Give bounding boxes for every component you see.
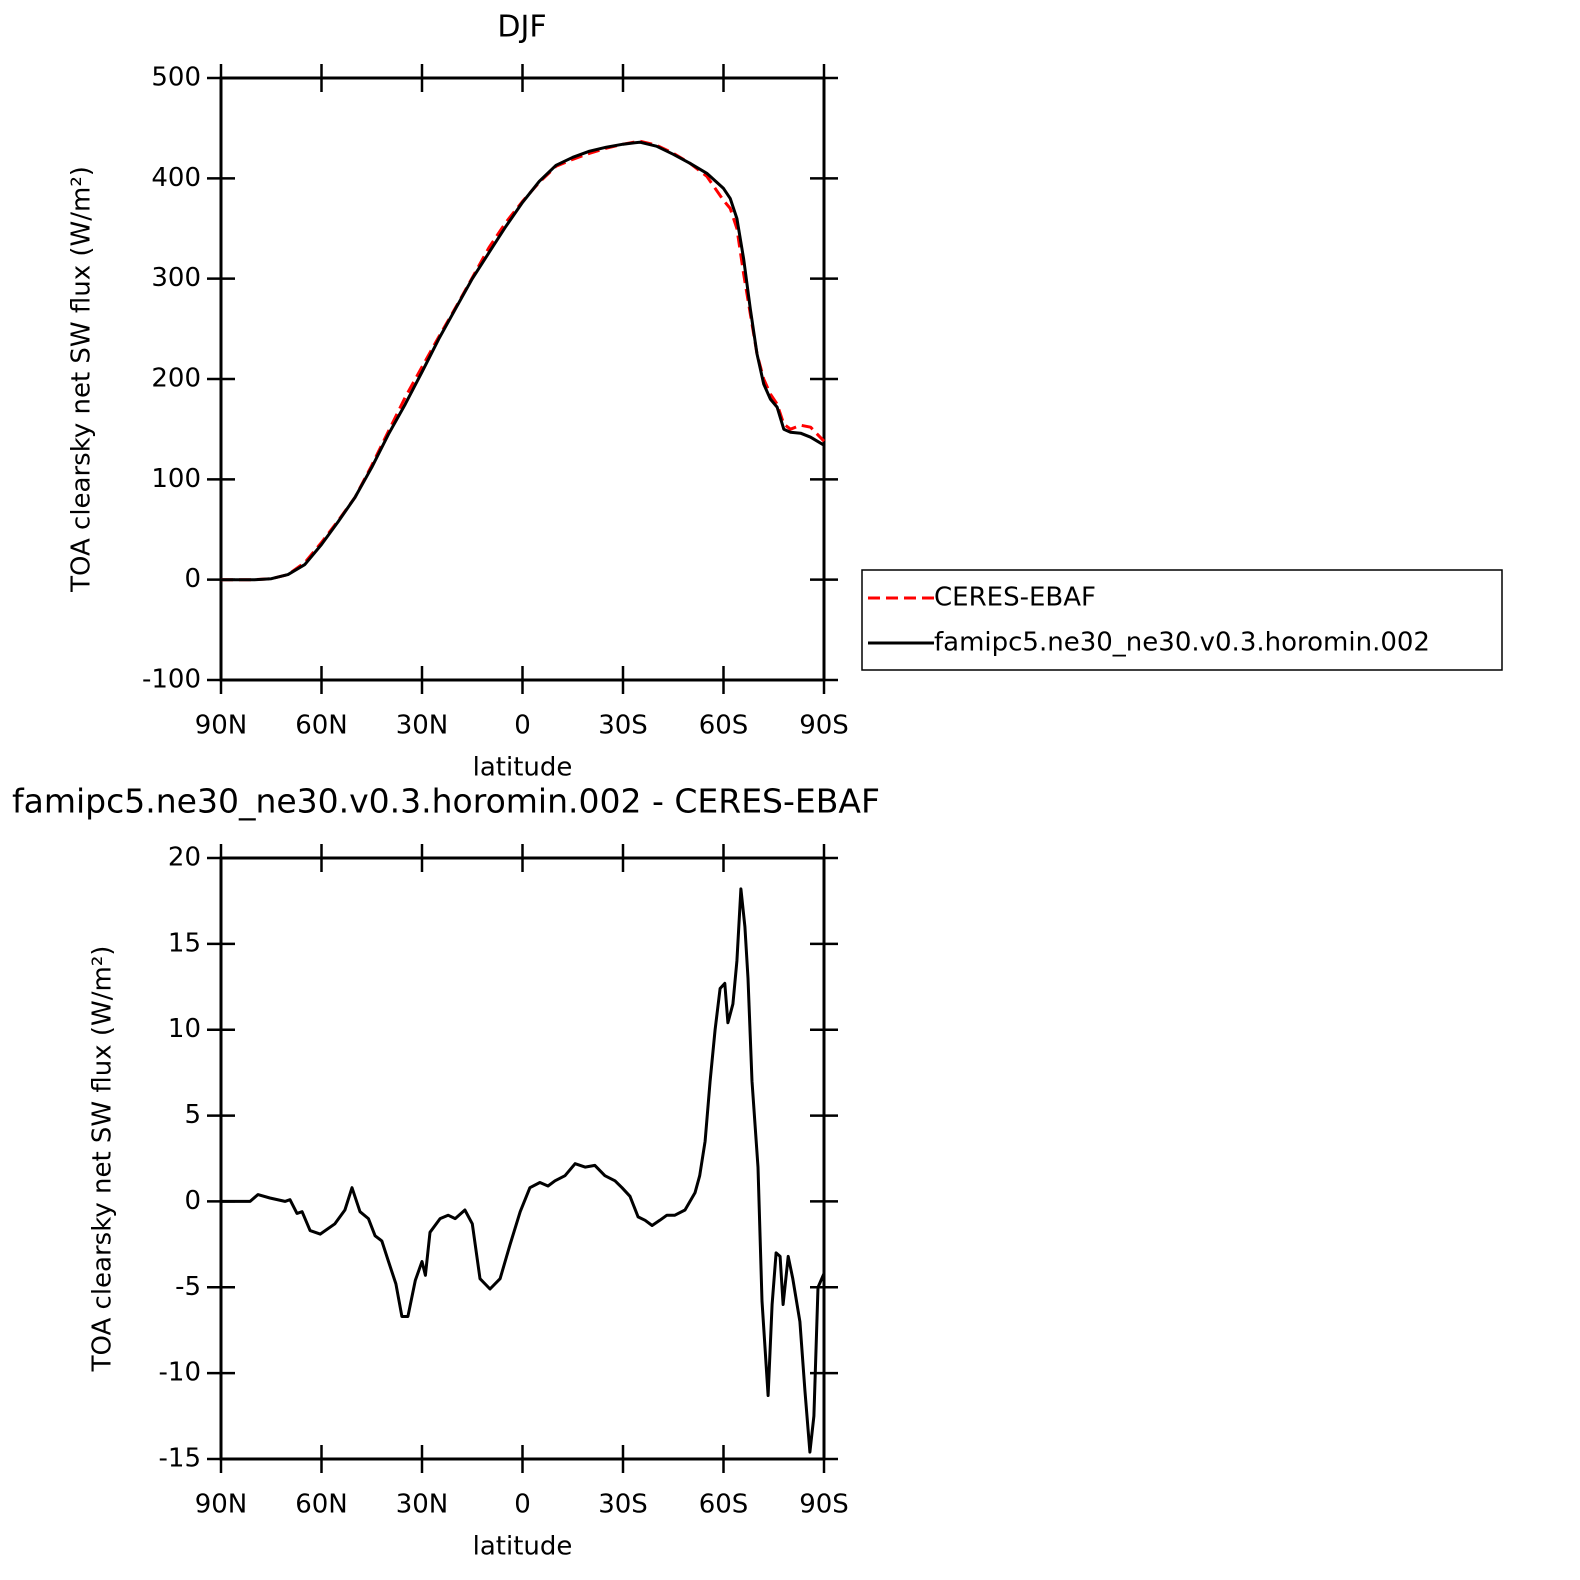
y-tick-label: 400 [151, 163, 201, 193]
x-tick-label: 0 [514, 711, 531, 741]
y-tick-label: 300 [151, 263, 201, 293]
y-tick-label: 20 [168, 843, 201, 873]
data-line [221, 140, 825, 582]
x-tick-label: 30N [396, 1490, 449, 1520]
y-tick-label: -10 [159, 1358, 201, 1388]
x-tick-label: 90N [195, 711, 248, 741]
legend-label: CERES-EBAF [934, 583, 1096, 613]
y-tick-label: 10 [168, 1014, 201, 1044]
x-tick-label: 90S [799, 711, 849, 741]
legend-box [861, 569, 1503, 671]
x-tick-label: 30S [598, 1490, 648, 1520]
data-line [221, 887, 826, 1454]
plot-frame [219, 76, 826, 682]
y-axis-label: TOA clearsky net SW flux (W/m²) [88, 946, 118, 1373]
x-axis-label: latitude [473, 753, 573, 783]
x-tick-label: 60S [699, 711, 749, 741]
y-tick-label: 0 [184, 564, 201, 594]
x-tick-label: 0 [514, 1490, 531, 1520]
y-tick-label: 5 [184, 1100, 201, 1130]
legend-label: famipc5.ne30_ne30.v0.3.horomin.002 [934, 628, 1430, 658]
y-tick-label: -100 [142, 665, 201, 695]
x-tick-label: 90N [195, 1490, 248, 1520]
y-tick-label: -15 [159, 1444, 201, 1474]
x-tick-label: 30S [598, 711, 648, 741]
y-tick-label: 0 [184, 1186, 201, 1216]
y-tick-label: 500 [151, 63, 201, 93]
chart-title: famipc5.ne30_ne30.v0.3.horomin.002 - CER… [12, 782, 880, 821]
x-tick-label: 60N [295, 1490, 348, 1520]
y-tick-label: -5 [175, 1272, 201, 1302]
y-tick-label: 200 [151, 364, 201, 394]
x-tick-label: 90S [799, 1490, 849, 1520]
x-tick-label: 60N [295, 711, 348, 741]
y-axis-label: TOA clearsky net SW flux (W/m²) [67, 166, 97, 593]
x-tick-label: 60S [699, 1490, 749, 1520]
x-tick-label: 30N [396, 711, 449, 741]
y-tick-label: 100 [151, 464, 201, 494]
plot-frame [219, 856, 826, 1461]
x-axis-label: latitude [473, 1532, 573, 1562]
y-tick-label: 15 [168, 928, 201, 958]
chart-title: DJF [497, 10, 546, 45]
